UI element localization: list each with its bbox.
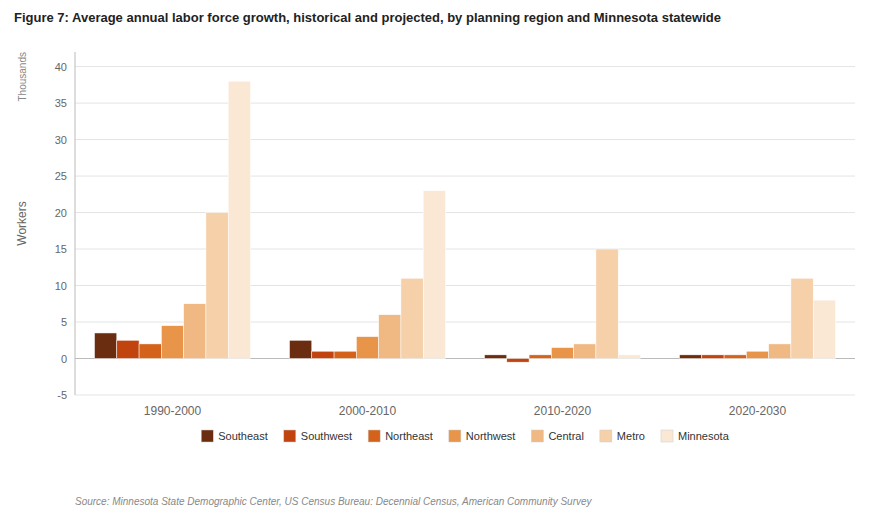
y-tick-label: 0	[61, 353, 67, 365]
bar	[680, 355, 702, 359]
bar	[507, 359, 529, 363]
bar	[574, 344, 596, 359]
y-tick-label: 15	[55, 243, 67, 255]
legend-swatch	[661, 430, 673, 442]
y-axis-label: Workers	[15, 201, 29, 245]
y-tick-label: 35	[55, 97, 67, 109]
bar	[551, 348, 573, 359]
bar	[529, 355, 551, 359]
bar	[184, 304, 206, 359]
legend-label: Metro	[617, 430, 645, 442]
bar	[485, 355, 507, 359]
bar	[95, 333, 117, 359]
legend-swatch	[201, 430, 213, 442]
bar	[791, 278, 813, 358]
y-tick-label: 10	[55, 280, 67, 292]
title: Figure 7: Average annual labor force gro…	[14, 10, 721, 25]
legend-label: Central	[548, 430, 583, 442]
grid-line	[75, 395, 855, 396]
bar	[596, 249, 618, 358]
x-tick-label: 1990-2000	[144, 404, 202, 418]
legend: Southeast Southwest Northeast Northwest Cent…	[201, 430, 729, 442]
grid-line	[75, 66, 855, 67]
legend-swatch	[284, 430, 296, 442]
grid-line	[75, 285, 855, 286]
x-tick-label: 2020-2030	[729, 404, 787, 418]
bar	[379, 315, 401, 359]
bar	[117, 340, 139, 358]
y-tick-label: 25	[55, 170, 67, 182]
chart: Figure 7: Average annual labor force gro…	[0, 0, 875, 523]
bar	[618, 355, 640, 359]
legend-label: Southwest	[301, 430, 352, 442]
bar	[139, 344, 161, 359]
bar	[312, 351, 334, 358]
bar	[401, 278, 423, 358]
bar	[746, 351, 768, 358]
grid-line	[75, 176, 855, 177]
y-axis-line	[75, 52, 76, 395]
background	[0, 0, 875, 523]
legend-label: Northeast	[385, 430, 433, 442]
legend-label: Northwest	[466, 430, 516, 442]
grid-line	[75, 103, 855, 104]
legend-label: Southeast	[218, 430, 268, 442]
x-tick-label: 2010-2020	[534, 404, 592, 418]
grid-line	[75, 249, 855, 250]
grid-line	[75, 139, 855, 140]
grid-line	[75, 212, 855, 213]
source: Source: Minnesota State Demographic Cent…	[75, 496, 593, 507]
bar	[206, 213, 228, 359]
bar	[161, 326, 183, 359]
y-tick-label: 40	[55, 61, 67, 73]
bars	[95, 81, 836, 362]
y-tick-label: 30	[55, 134, 67, 146]
legend-swatch	[531, 430, 543, 442]
y-tick-label: 5	[61, 316, 67, 328]
bar	[290, 340, 312, 358]
bar	[228, 81, 250, 358]
bar	[769, 344, 791, 359]
y-tick-label: 20	[55, 207, 67, 219]
bar	[356, 337, 378, 359]
legend-swatch	[368, 430, 380, 442]
legend-label: Minnesota	[678, 430, 730, 442]
annotation: Thousands	[17, 52, 28, 101]
legend-swatch	[600, 430, 612, 442]
legend-swatch	[449, 430, 461, 442]
bar	[724, 355, 746, 359]
bar	[334, 351, 356, 358]
x-tick-label: 2000-2010	[339, 404, 397, 418]
bar	[423, 191, 445, 359]
bar	[702, 355, 724, 359]
bar	[813, 300, 835, 358]
y-tick-label: -5	[57, 389, 67, 401]
